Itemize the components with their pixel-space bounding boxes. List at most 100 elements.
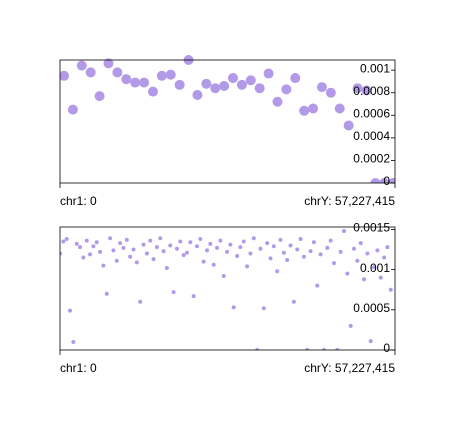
point (241, 239, 246, 244)
y-tick-label: 0.0015 (353, 221, 390, 235)
point (285, 257, 290, 262)
point (299, 105, 310, 116)
point (141, 242, 146, 247)
point (81, 255, 86, 260)
point (308, 249, 313, 254)
point (201, 78, 212, 89)
point (379, 178, 390, 183)
point (101, 263, 106, 268)
point (191, 294, 196, 299)
point (156, 70, 167, 81)
y-tick-label: 0.0004 (353, 129, 390, 143)
point (355, 258, 360, 263)
point (161, 249, 166, 254)
y-tick-label: 0.0008 (353, 84, 390, 98)
point (305, 348, 310, 350)
point (148, 238, 153, 243)
point (248, 251, 253, 256)
plot-frame (59, 226, 396, 351)
point (181, 253, 186, 258)
point (84, 238, 89, 243)
point (210, 83, 221, 94)
point (298, 237, 303, 242)
point (388, 287, 393, 292)
point (382, 255, 387, 260)
point (375, 248, 380, 253)
point (88, 252, 93, 257)
point (168, 243, 173, 248)
point (258, 246, 263, 251)
point (121, 245, 126, 250)
point (225, 249, 230, 254)
point (219, 80, 230, 91)
point (67, 104, 78, 115)
point (316, 82, 327, 93)
x-tick-label: chrY: 57,227,415 (304, 194, 395, 208)
point (388, 178, 395, 183)
point (174, 246, 179, 251)
point (290, 73, 301, 84)
point (295, 247, 300, 252)
point (201, 259, 206, 264)
point (308, 103, 319, 114)
point (147, 86, 158, 97)
x-tick-label: chr1: 0 (60, 361, 97, 375)
point (263, 68, 274, 79)
point (64, 237, 69, 242)
point (281, 250, 286, 255)
point (130, 77, 141, 88)
point (368, 339, 373, 344)
point (236, 79, 247, 90)
point (352, 246, 357, 251)
x-tick-label: chrY: 57,227,415 (304, 361, 395, 375)
point (352, 83, 363, 94)
point (378, 275, 383, 280)
point (94, 91, 105, 102)
point (138, 299, 143, 304)
point (128, 254, 133, 259)
point (111, 248, 116, 253)
point (328, 238, 333, 243)
point (331, 261, 336, 266)
point (281, 84, 292, 95)
y-tick-label: 0.0006 (353, 106, 390, 120)
point (348, 323, 353, 328)
point (338, 249, 343, 254)
point (311, 240, 316, 245)
point (245, 264, 250, 269)
point (74, 241, 79, 246)
point (221, 274, 226, 279)
point (76, 60, 87, 71)
point (208, 241, 213, 246)
point (118, 241, 123, 246)
point (139, 77, 150, 88)
point (178, 239, 183, 244)
point (272, 96, 283, 107)
point (112, 67, 123, 78)
point (254, 83, 265, 94)
point (385, 245, 390, 250)
point (91, 244, 96, 249)
point (164, 266, 169, 270)
point (103, 58, 114, 69)
point (134, 260, 139, 265)
point (124, 237, 129, 242)
point (144, 251, 149, 256)
point (194, 244, 199, 249)
point (121, 74, 132, 85)
point (215, 245, 220, 250)
point (108, 236, 113, 241)
point (188, 240, 193, 245)
point (271, 244, 276, 249)
point (265, 241, 270, 246)
point (85, 67, 96, 78)
point (325, 87, 336, 98)
point (104, 291, 109, 296)
point (255, 348, 260, 350)
point (268, 256, 273, 261)
point (71, 339, 76, 344)
point (325, 245, 330, 250)
y-tick-label: 0.0005 (353, 301, 390, 315)
point (370, 178, 381, 183)
